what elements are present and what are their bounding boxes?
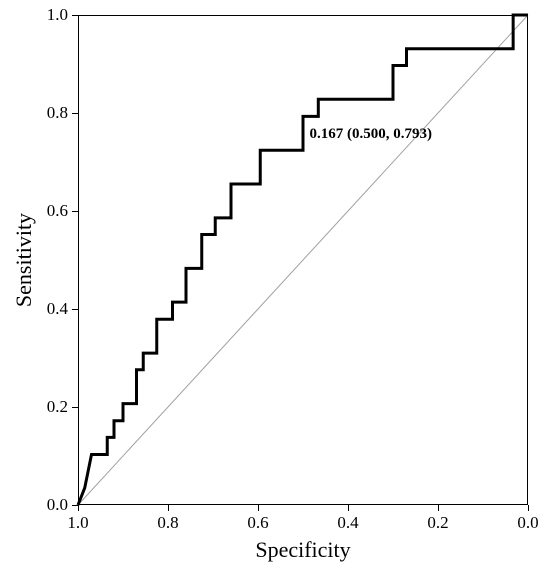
x-tick-label: 1.0: [67, 513, 88, 533]
y-tick-label: 0.4: [42, 299, 68, 319]
x-tick: [438, 505, 439, 511]
x-tick: [78, 505, 79, 511]
roc-chart: 1.0 0.8 0.6 0.4 0.2 0.0 0.0 0.2 0.4 0.6 0.8 1.0 Spec…: [0, 0, 550, 573]
roc-annotation: 0.167 (0.500, 0.793): [310, 126, 433, 143]
chart-svg: [0, 0, 550, 573]
y-tick: [72, 407, 78, 408]
y-tick-label: 0.2: [42, 397, 68, 417]
y-tick: [72, 211, 78, 212]
y-tick-label: 1.0: [42, 5, 68, 25]
x-tick-label: 0.6: [247, 513, 268, 533]
diagonal-line: [78, 15, 528, 505]
y-tick-label: 0.8: [42, 103, 68, 123]
y-tick: [72, 113, 78, 114]
x-axis-label: Specificity: [255, 537, 350, 563]
y-tick: [72, 309, 78, 310]
x-tick-label: 0.0: [517, 513, 538, 533]
y-tick-label: 0.0: [42, 495, 68, 515]
x-tick: [528, 505, 529, 511]
x-tick-label: 0.4: [337, 513, 358, 533]
y-tick-label: 0.6: [42, 201, 68, 221]
y-tick: [72, 505, 78, 506]
x-tick: [348, 505, 349, 511]
x-tick-label: 0.8: [157, 513, 178, 533]
x-tick-label: 0.2: [427, 513, 448, 533]
x-tick: [168, 505, 169, 511]
x-tick: [258, 505, 259, 511]
y-axis-label: Sensitivity: [11, 213, 37, 307]
y-tick: [72, 15, 78, 16]
